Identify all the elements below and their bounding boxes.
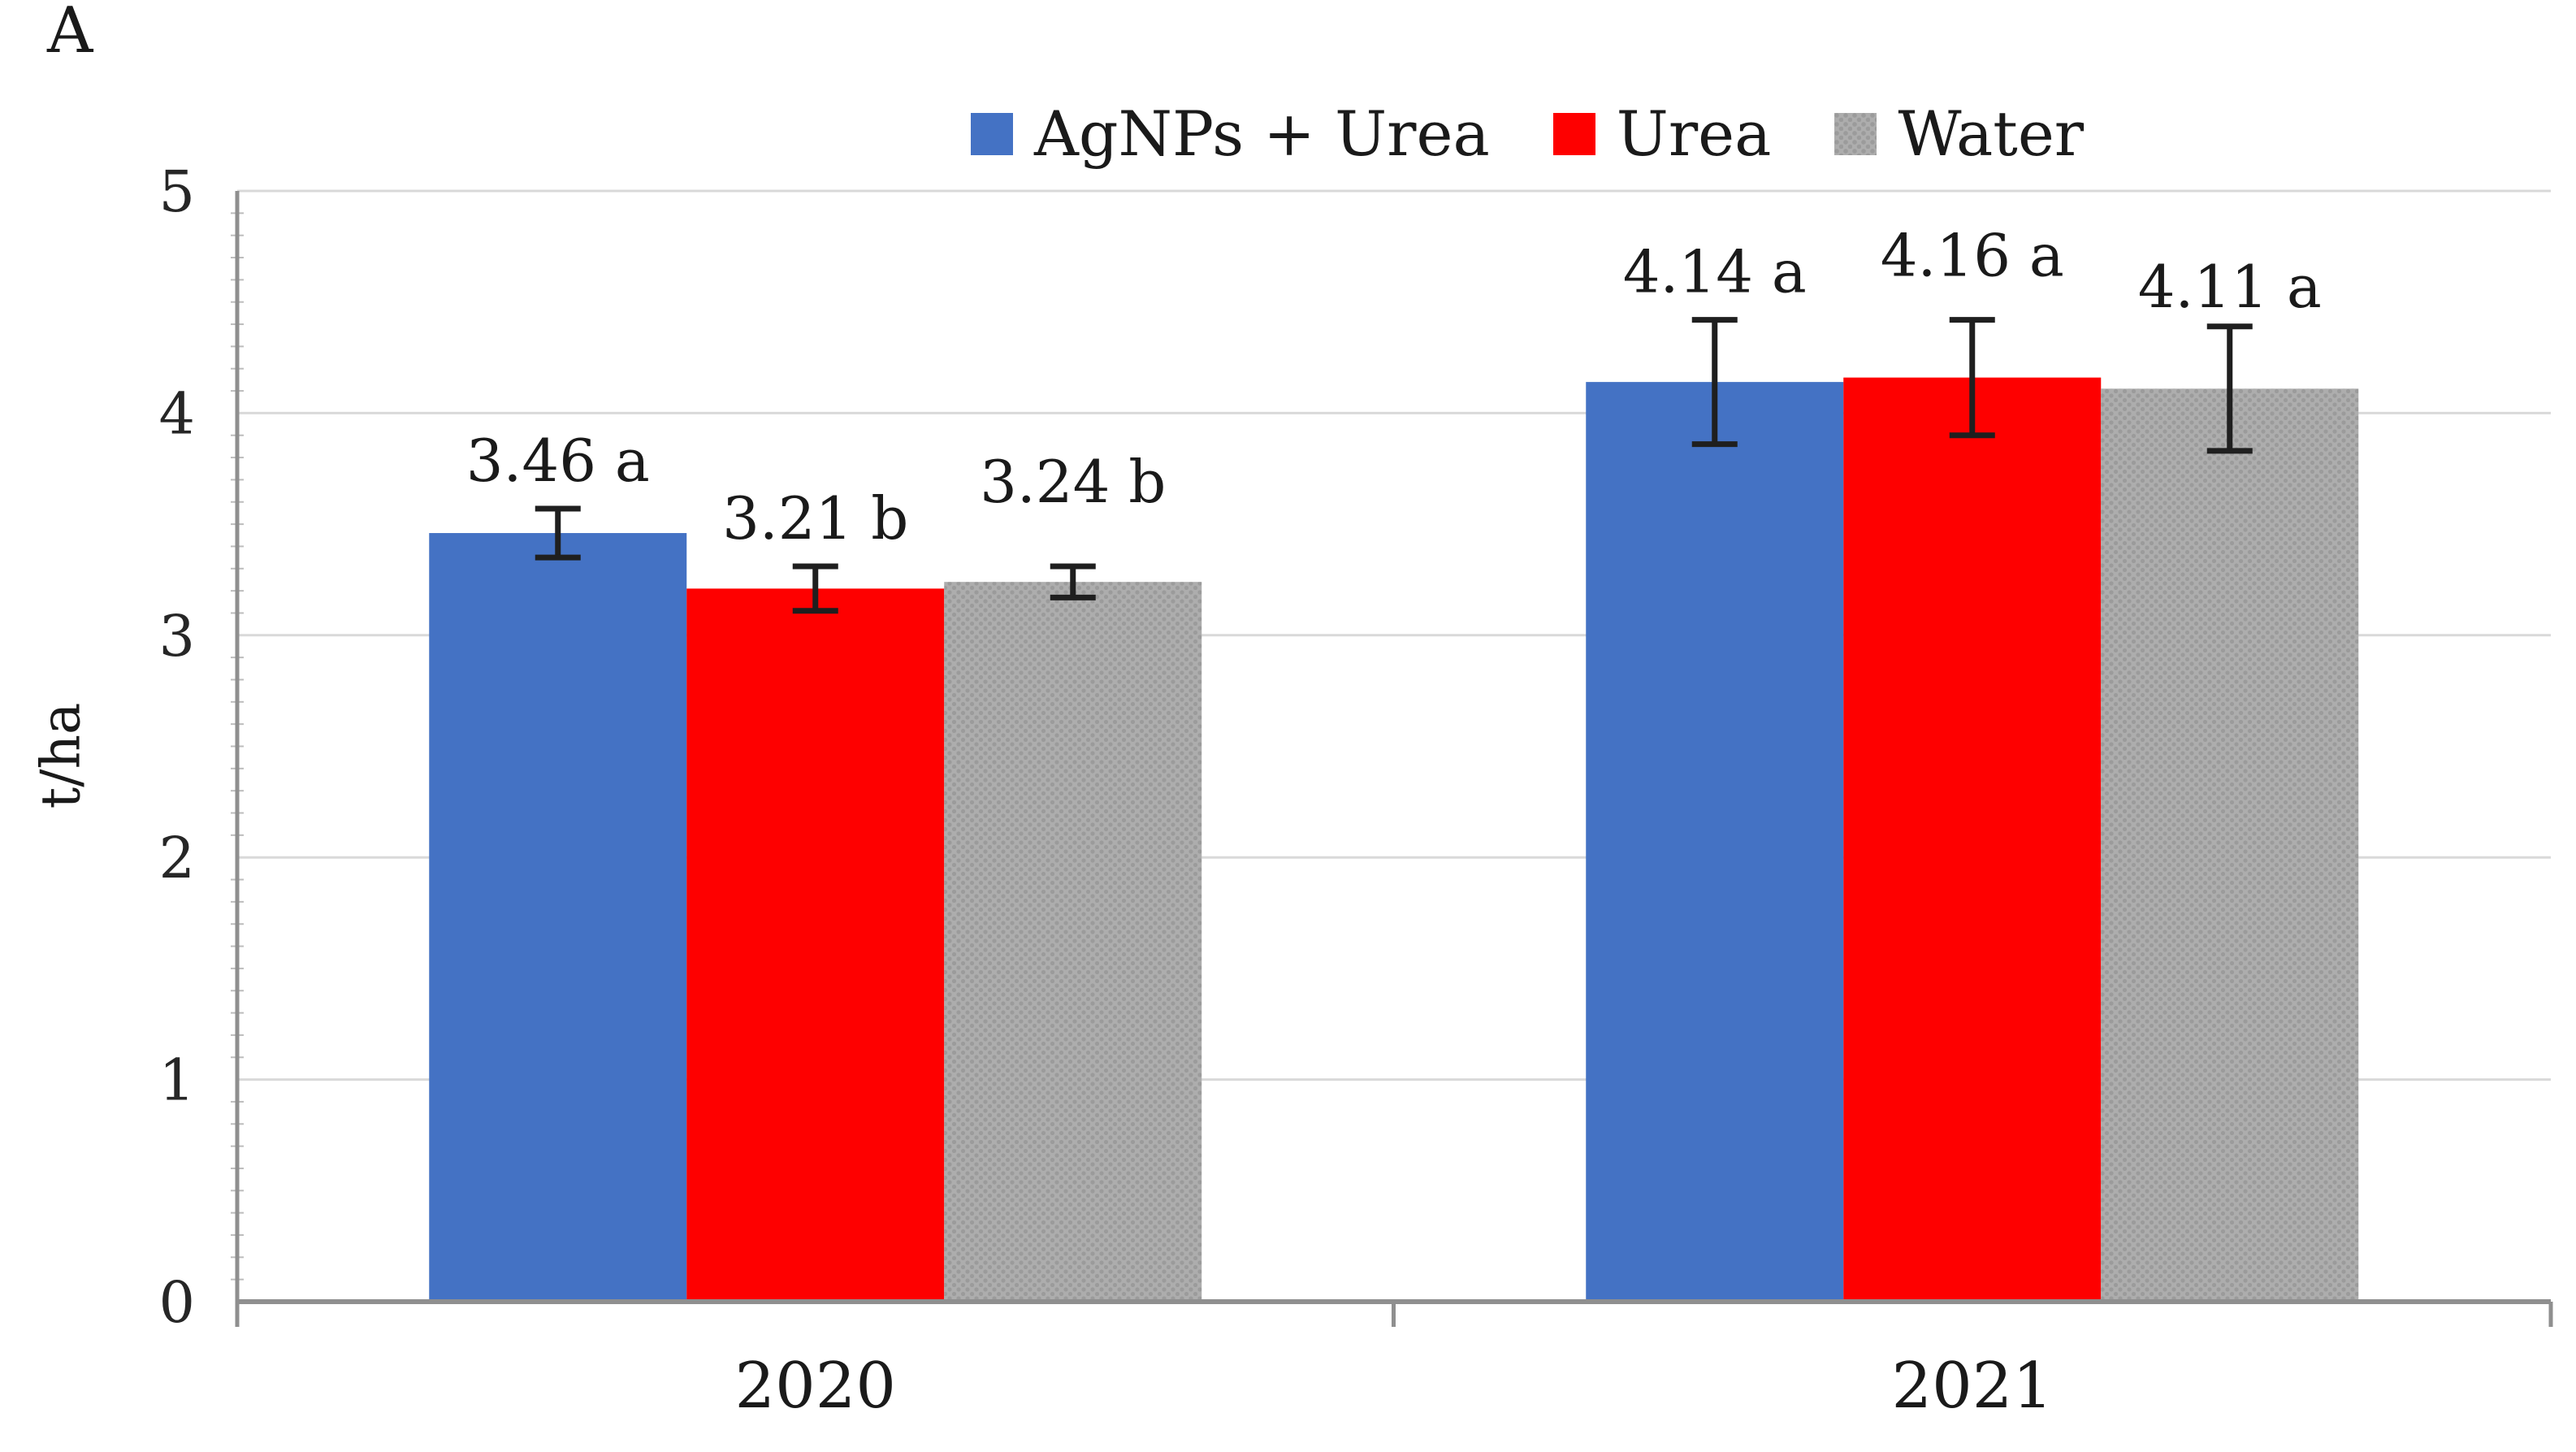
- legend: AgNPs + Urea Urea Water: [971, 96, 2084, 172]
- value-label-2020-1: 3.21 b: [722, 484, 908, 553]
- bar-2020-agnps-urea: [429, 533, 687, 1302]
- legend-swatch-water: [1834, 113, 1877, 155]
- x-category-label-2020: 2020: [734, 1350, 896, 1423]
- legend-item-urea: Urea: [1552, 96, 1772, 172]
- y-tick-label-4: 4: [158, 380, 195, 447]
- legend-label-agnps-urea: AgNPs + Urea: [1034, 98, 1490, 170]
- value-label-2020-2: 3.24 b: [980, 448, 1166, 516]
- y-tick-label-3: 3: [158, 603, 195, 670]
- y-tick-label-0: 0: [158, 1269, 195, 1336]
- y-tick-label-1: 1: [158, 1047, 195, 1114]
- y-tick-label-2: 2: [158, 825, 195, 891]
- bar-2021-water: [2101, 388, 2359, 1302]
- value-label-2021-2: 4.11 a: [2138, 253, 2322, 321]
- bar-2020-urea: [686, 588, 945, 1302]
- bar-2021-agnps-urea: [1586, 382, 1844, 1302]
- legend-label-urea: Urea: [1616, 98, 1772, 170]
- value-label-2021-0: 4.14 a: [1623, 238, 1807, 306]
- legend-item-agnps-urea: AgNPs + Urea: [971, 96, 1490, 172]
- bar-2020-water: [944, 582, 1202, 1302]
- panel-label: A: [47, 0, 93, 67]
- bar-2021-urea: [1843, 377, 2102, 1302]
- legend-label-water: Water: [1898, 98, 2085, 170]
- x-category-label-2021: 2021: [1891, 1350, 2053, 1423]
- legend-item-water: Water: [1834, 96, 2084, 172]
- y-tick-label-5: 5: [158, 158, 195, 225]
- value-label-2020-0: 3.46 a: [466, 427, 650, 495]
- value-label-2021-1: 4.16 a: [1881, 222, 2064, 290]
- legend-swatch-urea: [1552, 113, 1595, 155]
- legend-swatch-agnps-urea: [971, 113, 1013, 155]
